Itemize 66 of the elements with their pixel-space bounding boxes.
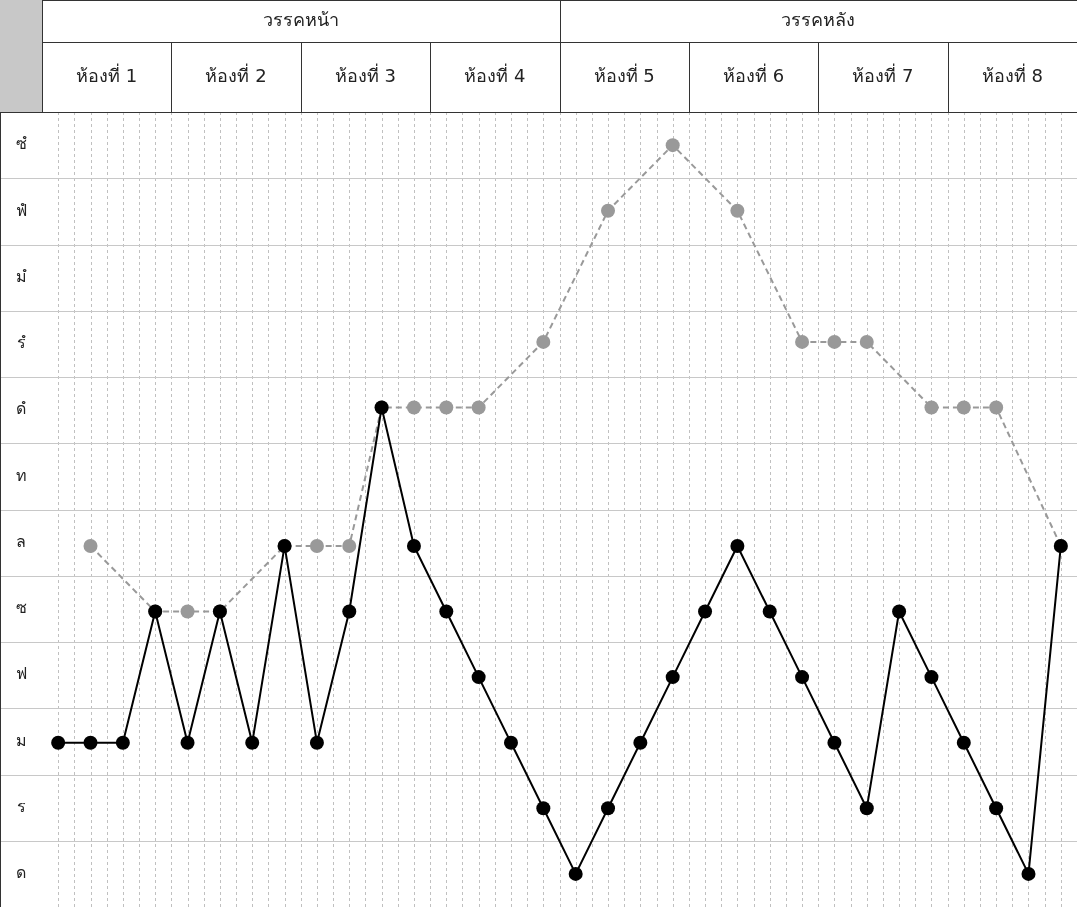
text: วรรคหน้า (262, 8, 339, 30)
point (342, 604, 357, 619)
point (309, 538, 324, 553)
point (471, 400, 486, 415)
point (730, 203, 745, 218)
point (406, 400, 421, 415)
point (924, 670, 939, 685)
point (245, 735, 260, 750)
point (892, 604, 907, 619)
point (859, 334, 874, 349)
point (83, 538, 98, 553)
point (601, 801, 616, 816)
text: ห้องที่ 8 (981, 62, 1043, 86)
text: ล (16, 531, 26, 551)
text: วรรคหลัง (781, 8, 856, 30)
point (471, 670, 486, 685)
text: ม (15, 730, 27, 750)
point (633, 735, 648, 750)
point (827, 334, 842, 349)
text: ซ (15, 598, 27, 618)
point (536, 334, 551, 349)
point (665, 138, 680, 153)
point (406, 538, 421, 553)
point (924, 400, 939, 415)
point (956, 735, 971, 750)
point (503, 735, 518, 750)
point (665, 670, 680, 685)
point (439, 604, 454, 619)
point (51, 735, 66, 750)
text: ฟํ (15, 200, 27, 220)
text: ห้องที่ 5 (593, 62, 655, 86)
text: ห้องที่ 3 (334, 62, 397, 86)
point (83, 735, 98, 750)
text: ห้องที่ 2 (205, 62, 267, 86)
point (795, 334, 810, 349)
point (698, 604, 713, 619)
point (439, 400, 454, 415)
point (956, 400, 971, 415)
text: ฟ (15, 664, 27, 684)
point (859, 801, 874, 816)
point (180, 735, 195, 750)
point (730, 538, 745, 553)
point (309, 735, 324, 750)
text: ห้องที่ 7 (852, 62, 914, 86)
text: ซํ (15, 134, 27, 154)
point (115, 735, 130, 750)
point (989, 801, 1004, 816)
text: ร (16, 796, 26, 816)
text: ดํ (16, 399, 26, 419)
point (762, 604, 777, 619)
text: ห้องที่ 4 (464, 62, 526, 86)
point (989, 400, 1004, 415)
text: ห้องที่ 6 (722, 62, 785, 86)
point (827, 735, 842, 750)
text: ห้องที่ 1 (76, 62, 138, 86)
point (568, 866, 583, 881)
point (795, 670, 810, 685)
point (536, 801, 551, 816)
point (1021, 866, 1036, 881)
point (180, 604, 195, 619)
point (601, 203, 616, 218)
text: มํ (15, 266, 27, 286)
text: ท (15, 465, 27, 485)
point (342, 538, 357, 553)
text: รํ (16, 333, 26, 353)
text: ด (16, 863, 26, 883)
